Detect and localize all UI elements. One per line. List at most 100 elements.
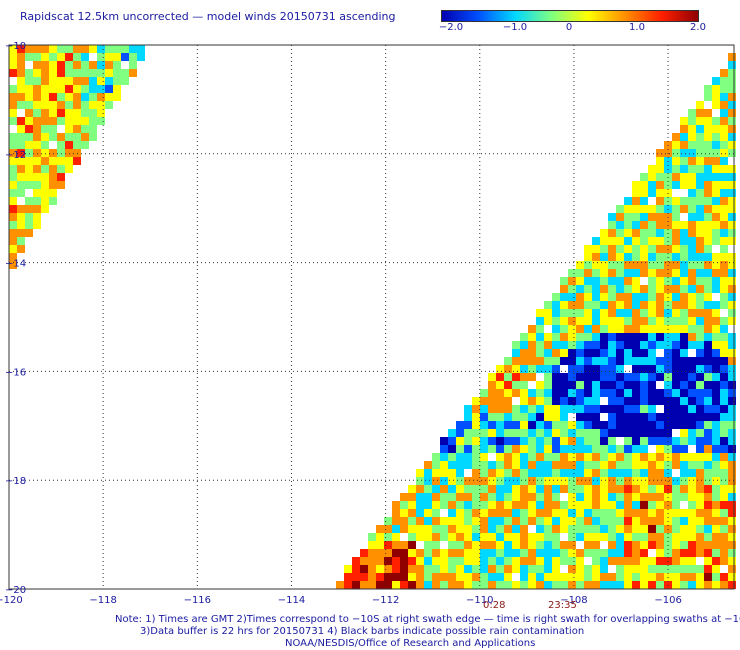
wind-cell bbox=[416, 517, 424, 525]
wind-cell bbox=[608, 445, 616, 453]
wind-cell bbox=[720, 573, 728, 581]
wind-cell bbox=[600, 477, 608, 485]
wind-cell bbox=[720, 205, 728, 213]
wind-cell bbox=[512, 429, 520, 437]
wind-cell bbox=[672, 325, 680, 333]
wind-cell bbox=[696, 309, 704, 317]
wind-cell bbox=[584, 397, 592, 405]
wind-cell bbox=[656, 533, 664, 541]
wind-cell bbox=[432, 517, 440, 525]
wind-cell bbox=[680, 373, 688, 381]
wind-cell bbox=[568, 501, 576, 509]
wind-cell bbox=[49, 157, 57, 165]
wind-cell bbox=[616, 213, 624, 221]
wind-cell bbox=[568, 485, 576, 493]
wind-cell bbox=[720, 293, 728, 301]
wind-cell bbox=[720, 93, 728, 101]
wind-cell bbox=[712, 101, 720, 109]
longitude-tick-label: −118 bbox=[89, 595, 116, 606]
wind-cell bbox=[384, 525, 392, 533]
wind-cell bbox=[696, 397, 704, 405]
wind-cell bbox=[600, 581, 608, 589]
wind-cell bbox=[704, 157, 712, 165]
wind-cell bbox=[504, 389, 512, 397]
wind-cell bbox=[89, 125, 97, 133]
wind-cell bbox=[648, 493, 656, 501]
wind-cell bbox=[592, 421, 600, 429]
wind-cell bbox=[704, 525, 712, 533]
wind-cell bbox=[616, 373, 624, 381]
wind-cell bbox=[688, 221, 696, 229]
wind-cell bbox=[680, 445, 688, 453]
wind-cell bbox=[632, 333, 640, 341]
wind-cell bbox=[680, 269, 688, 277]
wind-cell bbox=[608, 317, 616, 325]
wind-cell bbox=[416, 469, 424, 477]
wind-cell bbox=[656, 485, 664, 493]
wind-cell bbox=[544, 461, 552, 469]
wind-cell bbox=[648, 317, 656, 325]
wind-cell bbox=[728, 517, 736, 525]
wind-cell bbox=[41, 165, 49, 173]
wind-cell bbox=[576, 317, 584, 325]
wind-cell bbox=[712, 205, 720, 213]
wind-cell bbox=[568, 325, 576, 333]
wind-cell bbox=[608, 533, 616, 541]
wind-cell bbox=[592, 485, 600, 493]
wind-cell bbox=[592, 277, 600, 285]
wind-cell bbox=[488, 581, 496, 589]
wind-cell bbox=[712, 173, 720, 181]
wind-cell bbox=[512, 477, 520, 485]
wind-cell bbox=[512, 469, 520, 477]
wind-cell bbox=[576, 501, 584, 509]
wind-cell bbox=[592, 341, 600, 349]
wind-cell bbox=[696, 101, 704, 109]
wind-cell bbox=[416, 565, 424, 573]
wind-cell bbox=[113, 45, 121, 53]
wind-cell bbox=[656, 309, 664, 317]
wind-cell bbox=[648, 461, 656, 469]
wind-cell bbox=[680, 365, 688, 373]
wind-cell bbox=[656, 549, 664, 557]
wind-cell bbox=[376, 525, 384, 533]
wind-cell bbox=[568, 349, 576, 357]
wind-cell bbox=[536, 397, 544, 405]
wind-cell bbox=[496, 397, 504, 405]
wind-cell bbox=[640, 581, 648, 589]
wind-cell bbox=[560, 301, 568, 309]
wind-cell bbox=[648, 525, 656, 533]
wind-cell bbox=[720, 149, 728, 157]
wind-cell bbox=[608, 389, 616, 397]
wind-cell bbox=[696, 133, 704, 141]
wind-cell bbox=[704, 205, 712, 213]
wind-cell bbox=[688, 133, 696, 141]
wind-cell bbox=[584, 509, 592, 517]
wind-cell bbox=[448, 533, 456, 541]
wind-cell bbox=[672, 357, 680, 365]
wind-cell bbox=[560, 325, 568, 333]
wind-cell bbox=[720, 301, 728, 309]
wind-cell bbox=[600, 373, 608, 381]
wind-cell bbox=[688, 389, 696, 397]
wind-cell bbox=[65, 69, 73, 77]
wind-cell bbox=[624, 285, 632, 293]
wind-cell bbox=[680, 205, 688, 213]
wind-cell bbox=[17, 181, 25, 189]
wind-cell bbox=[704, 445, 712, 453]
wind-cell bbox=[672, 373, 680, 381]
wind-cell bbox=[17, 53, 25, 61]
wind-cell bbox=[640, 373, 648, 381]
wind-cell bbox=[33, 181, 41, 189]
wind-cell bbox=[624, 485, 632, 493]
wind-cell bbox=[640, 429, 648, 437]
wind-cell bbox=[25, 125, 33, 133]
wind-cell bbox=[672, 397, 680, 405]
wind-cell bbox=[600, 453, 608, 461]
wind-cell bbox=[648, 221, 656, 229]
wind-cell bbox=[512, 461, 520, 469]
wind-cell bbox=[720, 413, 728, 421]
wind-cell bbox=[552, 357, 560, 365]
wind-cell bbox=[576, 261, 584, 269]
wind-cell bbox=[680, 453, 688, 461]
